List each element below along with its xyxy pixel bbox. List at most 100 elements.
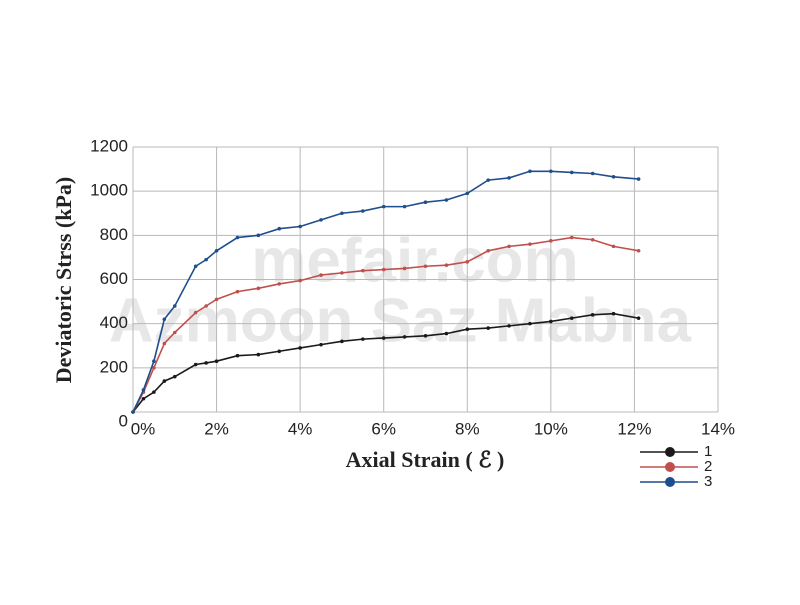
data-point bbox=[507, 244, 511, 249]
y-tick-label: 1000 bbox=[90, 181, 128, 200]
x-tick-label: 14% bbox=[701, 419, 735, 438]
data-point bbox=[235, 289, 240, 294]
legend-label: 1 bbox=[704, 443, 712, 460]
y-tick-label: 0 bbox=[119, 411, 128, 430]
data-point bbox=[277, 349, 282, 354]
data-point bbox=[141, 396, 146, 401]
data-point bbox=[277, 226, 282, 231]
series-line bbox=[132, 236, 639, 413]
y-axis-title: Deviatoric Strss (kPa) bbox=[51, 177, 76, 384]
watermark: Azmoon Saz Mabna bbox=[109, 286, 692, 355]
data-point bbox=[193, 310, 198, 315]
data-point bbox=[204, 257, 208, 262]
data-point bbox=[256, 286, 261, 291]
data-point bbox=[611, 311, 616, 316]
legend-marker bbox=[665, 462, 675, 472]
y-tick-label: 800 bbox=[100, 225, 128, 244]
data-point bbox=[162, 341, 167, 346]
y-tick-label: 1200 bbox=[90, 136, 128, 155]
data-point bbox=[423, 264, 428, 269]
data-point bbox=[381, 336, 386, 340]
data-point bbox=[402, 204, 407, 209]
data-point bbox=[131, 410, 135, 414]
data-point bbox=[611, 175, 616, 179]
data-point bbox=[319, 218, 323, 222]
data-point bbox=[298, 346, 302, 350]
data-point bbox=[465, 327, 470, 331]
data-point bbox=[486, 248, 490, 253]
data-point bbox=[193, 362, 198, 367]
data-point bbox=[590, 237, 595, 242]
data-point bbox=[507, 324, 511, 328]
data-point bbox=[319, 273, 323, 277]
x-tick-label: 10% bbox=[534, 419, 568, 438]
x-tick-label: 0% bbox=[131, 419, 156, 438]
data-point bbox=[361, 337, 365, 341]
data-point bbox=[569, 316, 574, 320]
data-point bbox=[214, 297, 219, 302]
data-point bbox=[528, 242, 532, 246]
data-point bbox=[486, 326, 490, 330]
data-point bbox=[402, 266, 407, 271]
data-point bbox=[152, 366, 156, 370]
watermark: mefair.com bbox=[251, 226, 578, 295]
series-line bbox=[132, 312, 639, 413]
data-point bbox=[172, 304, 177, 308]
data-point bbox=[235, 353, 240, 358]
data-point bbox=[636, 177, 641, 181]
data-point bbox=[402, 335, 407, 339]
data-point bbox=[204, 361, 208, 365]
data-point bbox=[549, 319, 553, 324]
data-point bbox=[569, 170, 574, 175]
data-point bbox=[569, 235, 574, 240]
data-point bbox=[361, 268, 365, 273]
data-point bbox=[162, 379, 167, 383]
data-point bbox=[590, 171, 595, 176]
data-point bbox=[465, 260, 470, 264]
data-point bbox=[298, 224, 302, 229]
x-tick-label: 6% bbox=[371, 419, 396, 438]
data-point bbox=[235, 235, 240, 240]
data-point bbox=[549, 169, 553, 174]
x-tick-label: 4% bbox=[288, 419, 313, 438]
data-point bbox=[423, 200, 428, 205]
data-point bbox=[381, 267, 386, 272]
y-tick-label: 400 bbox=[100, 313, 128, 332]
data-point bbox=[277, 282, 282, 286]
data-point bbox=[549, 239, 553, 243]
data-point bbox=[162, 317, 167, 322]
data-point bbox=[256, 233, 261, 238]
data-point bbox=[381, 204, 386, 209]
data-point bbox=[423, 334, 428, 338]
data-point bbox=[340, 339, 344, 344]
data-point bbox=[486, 178, 490, 182]
data-point bbox=[636, 316, 641, 320]
data-point bbox=[214, 359, 219, 364]
data-point bbox=[340, 271, 344, 275]
data-point bbox=[298, 278, 302, 283]
data-point bbox=[444, 331, 449, 336]
data-point bbox=[193, 264, 198, 269]
data-point bbox=[256, 352, 261, 357]
data-point bbox=[507, 176, 511, 180]
data-point bbox=[444, 198, 449, 202]
data-point bbox=[528, 169, 532, 174]
data-point bbox=[172, 374, 177, 379]
legend-label: 3 bbox=[704, 473, 712, 490]
data-point bbox=[444, 263, 449, 267]
legend-marker bbox=[665, 447, 675, 457]
data-point bbox=[204, 304, 208, 308]
data-point bbox=[528, 321, 532, 326]
legend-marker bbox=[665, 477, 675, 487]
x-tick-label: 8% bbox=[455, 419, 480, 438]
x-tick-label: 12% bbox=[617, 419, 651, 438]
y-tick-label: 200 bbox=[100, 357, 128, 376]
data-point bbox=[319, 342, 323, 347]
data-point bbox=[636, 248, 641, 253]
data-point bbox=[340, 211, 344, 216]
legend-label: 2 bbox=[704, 458, 712, 475]
y-tick-label: 600 bbox=[100, 269, 128, 288]
data-point bbox=[611, 244, 616, 249]
data-point bbox=[590, 313, 595, 317]
